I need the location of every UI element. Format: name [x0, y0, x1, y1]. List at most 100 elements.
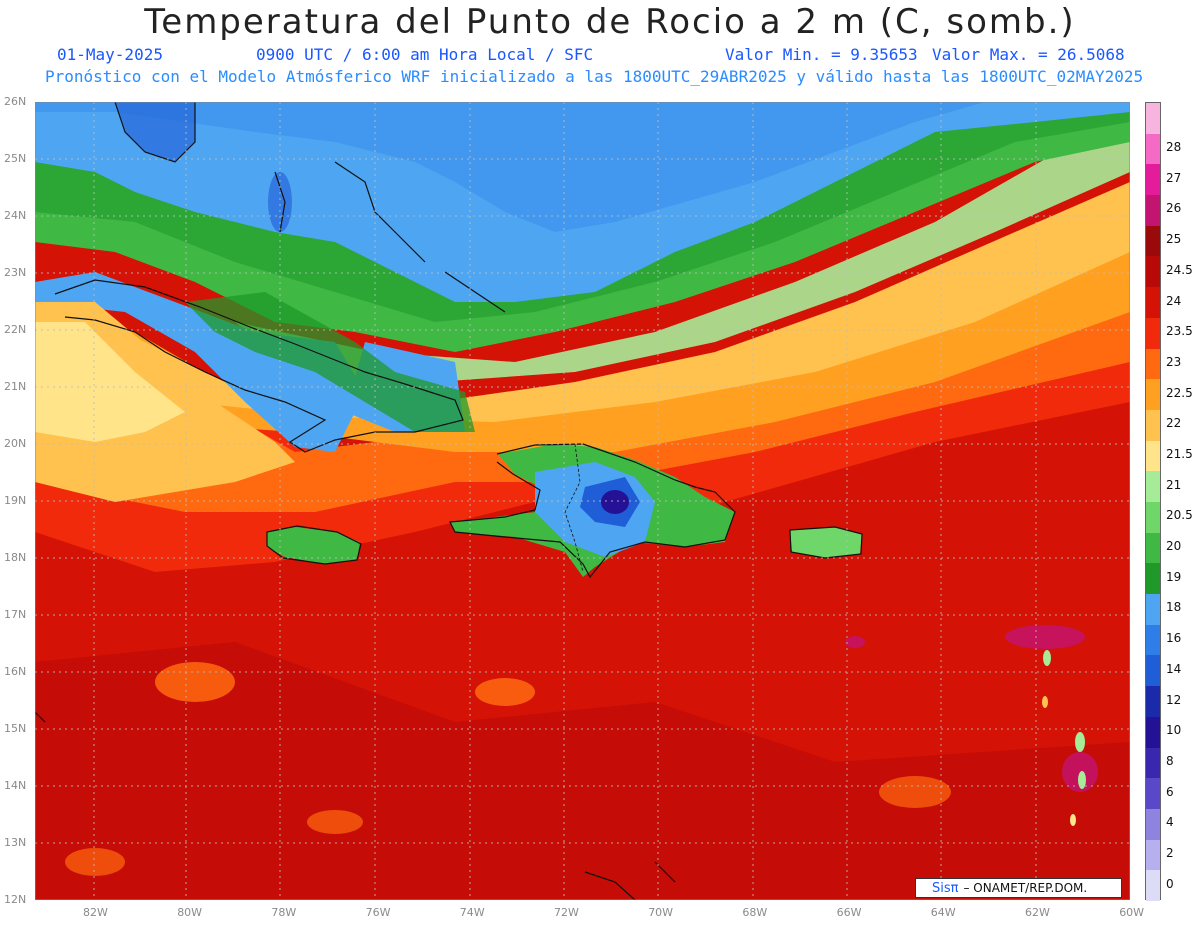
colorbar-segment	[1146, 532, 1160, 564]
colorbar-label: 0	[1166, 876, 1174, 891]
lat-label: 17N	[4, 608, 27, 621]
colorbar-label: 2	[1166, 845, 1174, 860]
colorbar-label: 23	[1166, 354, 1182, 369]
colorbar	[1145, 102, 1161, 901]
colorbar-segment	[1146, 624, 1160, 656]
colorbar-segment	[1146, 164, 1160, 196]
florida	[115, 102, 195, 162]
lon-label: 82W	[83, 906, 108, 919]
coast-florida	[114, 102, 196, 163]
colorbar-segment	[1146, 471, 1160, 502]
colorbar-segment	[1146, 195, 1160, 226]
colorbar-label: 24	[1166, 293, 1182, 308]
colorbar-label: 21	[1166, 477, 1182, 492]
valid-time: 0900 UTC / 6:00 am Hora Local / SFC	[256, 45, 594, 64]
max-value: Valor Max. = 26.5068	[932, 45, 1125, 64]
coast-jamaica	[266, 525, 362, 565]
cuba-green	[185, 292, 475, 432]
lon-label: 78W	[271, 906, 297, 919]
colorbar-segment	[1146, 256, 1160, 288]
lon-label: 64W	[930, 906, 956, 919]
colorbar-label: 20.5	[1166, 508, 1193, 523]
colorbar-segment	[1146, 502, 1160, 533]
lon-label: 74W	[459, 906, 485, 919]
colorbar-label: 10	[1166, 723, 1182, 738]
colorbar-label: 24.5	[1166, 262, 1193, 277]
colorbar-label: 14	[1166, 661, 1182, 676]
map-title: Temperatura del Punto de Rocio a 2 m (C,…	[144, 2, 1076, 42]
colorbar-label: 20	[1166, 539, 1182, 554]
dewpoint-map	[35, 102, 1130, 900]
lon-label: 76W	[365, 906, 391, 919]
colorbar-segment	[1146, 409, 1160, 441]
colorbar-label: 28	[1166, 140, 1182, 155]
colorbar-segment	[1146, 839, 1160, 871]
coast-puertorico	[789, 526, 863, 559]
colorbar-segment	[1146, 133, 1160, 165]
colorbar-segment	[1146, 317, 1160, 349]
colorbar-label: 16	[1166, 631, 1182, 646]
colorbar-label: 19	[1166, 569, 1182, 584]
colorbar-label: 22	[1166, 416, 1182, 431]
jamaica-green	[267, 527, 360, 564]
puertorico-green	[790, 527, 862, 558]
lat-label: 12N	[4, 893, 27, 906]
colorbar-segment	[1146, 870, 1160, 901]
colorbar-segment	[1146, 225, 1160, 257]
lon-label: 66W	[836, 906, 862, 919]
colorbar-label: 8	[1166, 753, 1174, 768]
colorbar-segment	[1146, 716, 1160, 748]
colorbar-segment	[1146, 563, 1160, 595]
lon-label: 80W	[177, 906, 203, 919]
lon-label: 68W	[742, 906, 768, 919]
colorbar-label: 12	[1166, 692, 1182, 707]
colorbar-label: 27	[1166, 170, 1182, 185]
credit-box: Sisπ – ONAMET/REP.DOM.	[915, 878, 1122, 898]
colorbar-label: 6	[1166, 784, 1174, 799]
model-info: Pronóstico con el Modelo Atmósferico WRF…	[45, 67, 1144, 86]
lat-label: 26N	[4, 95, 27, 108]
colorbar-segment	[1146, 440, 1160, 472]
lat-label: 15N	[4, 722, 27, 735]
colorbar-segment	[1146, 747, 1160, 779]
colorbar-label: 21.5	[1166, 446, 1193, 461]
credit-text: – ONAMET/REP.DOM.	[963, 881, 1088, 895]
lat-label: 24N	[4, 209, 27, 222]
colorbar-segment	[1146, 778, 1160, 809]
lat-label: 14N	[4, 779, 27, 792]
cuba-south-blue	[35, 272, 365, 452]
lat-label: 21N	[4, 380, 27, 393]
lon-label: 62W	[1025, 906, 1050, 919]
colorbar-label: 26	[1166, 201, 1182, 216]
colorbar-label: 23.5	[1166, 324, 1193, 339]
min-value: Valor Min. = 9.35653	[725, 45, 918, 64]
lon-label: 70W	[648, 906, 674, 919]
colorbar-segment	[1146, 594, 1160, 625]
coast-hispaniola	[449, 443, 736, 579]
colorbar-label: 22.5	[1166, 385, 1193, 400]
colorbar-segment	[1146, 103, 1160, 134]
coast-cuba	[54, 279, 464, 453]
field-orange	[35, 202, 1130, 452]
lon-label: 72W	[554, 906, 579, 919]
field-blue	[35, 102, 1130, 302]
forecast-date: 01-May-2025	[57, 45, 163, 64]
lon-label: 60W	[1119, 906, 1145, 919]
lat-label: 16N	[4, 665, 27, 678]
sispi-logo: Sisπ	[932, 880, 959, 896]
colorbar-label: 4	[1166, 815, 1174, 830]
colorbar-segment	[1146, 348, 1160, 380]
field-darkred	[35, 642, 1130, 900]
lat-label: 19N	[4, 494, 27, 507]
lat-label: 22N	[4, 323, 27, 336]
colorbar-label: 25	[1166, 232, 1182, 247]
colorbar-segment	[1146, 655, 1160, 687]
lat-label: 20N	[4, 437, 27, 450]
lat-label: 13N	[4, 836, 27, 849]
lat-label: 18N	[4, 551, 27, 564]
hispaniola-min	[601, 490, 629, 514]
lat-label: 23N	[4, 266, 27, 279]
colorbar-segment	[1146, 686, 1160, 717]
lat-label: 25N	[4, 152, 27, 165]
colorbar-segment	[1146, 808, 1160, 840]
